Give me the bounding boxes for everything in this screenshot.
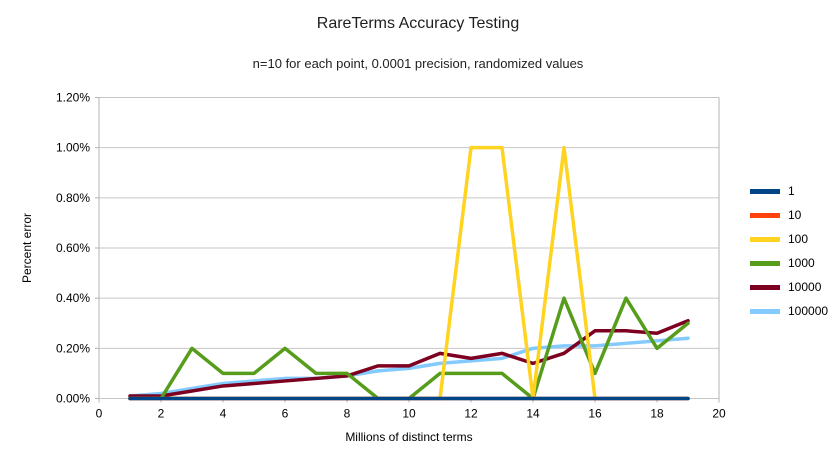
chart-subtitle: n=10 for each point, 0.0001 precision, r… bbox=[252, 56, 584, 71]
x-tick-label: 20 bbox=[712, 407, 726, 421]
x-tick-label: 6 bbox=[282, 407, 289, 421]
y-tick-label: 0.80% bbox=[56, 191, 90, 205]
series-line-100 bbox=[128, 145, 690, 401]
x-tick-label: 12 bbox=[464, 407, 478, 421]
legend-item-10000: 10000 bbox=[750, 275, 828, 299]
legend-item-1000: 1000 bbox=[750, 251, 828, 275]
legend-item-100: 100 bbox=[750, 227, 828, 251]
legend-label: 1000 bbox=[788, 256, 815, 270]
x-tick-label: 10 bbox=[402, 407, 416, 421]
y-tick-label: 1.20% bbox=[56, 91, 90, 105]
chart-title: RareTerms Accuracy Testing bbox=[316, 15, 520, 32]
x-tick-label: 4 bbox=[220, 407, 227, 421]
legend-item-1: 1 bbox=[750, 179, 828, 203]
legend-label: 10 bbox=[788, 208, 802, 222]
legend-swatch bbox=[750, 308, 780, 314]
y-tick-label: 0.00% bbox=[56, 392, 90, 406]
legend-label: 1 bbox=[788, 184, 795, 198]
x-tick-label: 16 bbox=[588, 407, 602, 421]
x-axis-title: Millions of distinct terms bbox=[345, 430, 473, 444]
y-tick-label: 0.60% bbox=[56, 241, 90, 255]
series-line-10000 bbox=[128, 318, 690, 398]
legend-label: 100 bbox=[788, 232, 809, 246]
legend-swatch bbox=[750, 260, 780, 266]
y-tick-label: 0.40% bbox=[56, 291, 90, 305]
legend-item-10: 10 bbox=[750, 203, 828, 227]
x-tick-label: 0 bbox=[96, 407, 103, 421]
legend-item-100000: 100000 bbox=[750, 299, 828, 323]
legend-label: 10000 bbox=[788, 280, 822, 294]
legend: 1 10 100 1000 10000 100000 bbox=[750, 179, 828, 323]
legend-swatch bbox=[750, 284, 780, 290]
x-tick-label: 8 bbox=[344, 407, 351, 421]
x-tick-label: 18 bbox=[650, 407, 664, 421]
legend-swatch bbox=[750, 212, 780, 218]
legend-swatch bbox=[750, 188, 780, 194]
series-line-100000 bbox=[128, 336, 690, 398]
legend-swatch bbox=[750, 236, 780, 242]
x-tick-label: 2 bbox=[158, 407, 165, 421]
y-tick-label: 0.20% bbox=[56, 341, 90, 355]
y-tick-label: 1.00% bbox=[56, 141, 90, 155]
legend-label: 100000 bbox=[788, 304, 829, 318]
x-tick-label: 14 bbox=[526, 407, 540, 421]
